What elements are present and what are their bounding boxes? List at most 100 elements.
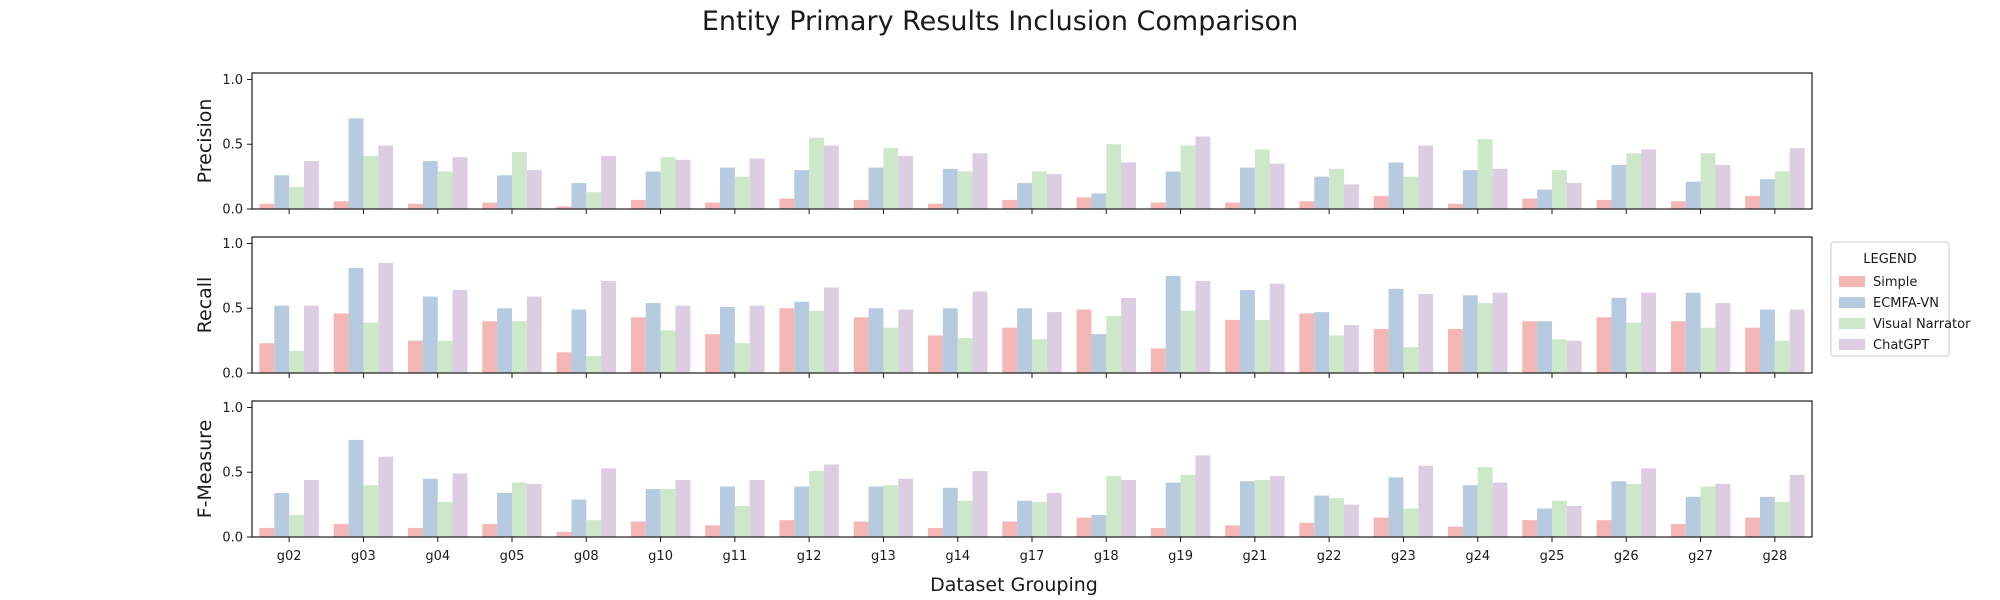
bar-chatgpt-g12 bbox=[824, 145, 839, 209]
bar-visual-narrator-g22 bbox=[1329, 335, 1344, 373]
bar-simple-g05 bbox=[482, 202, 498, 209]
bar-visual-narrator-g12 bbox=[809, 310, 824, 373]
bar-ecmfa-vn-g13 bbox=[868, 308, 884, 373]
bar-ecmfa-vn-g19 bbox=[1165, 275, 1181, 373]
bar-ecmfa-vn-g10 bbox=[645, 303, 661, 373]
bar-simple-g23 bbox=[1373, 328, 1389, 373]
bar-simple-g02 bbox=[259, 343, 275, 373]
x-tick-label: g12 bbox=[797, 549, 822, 564]
bar-visual-narrator-g27 bbox=[1700, 327, 1716, 373]
x-tick-label: g10 bbox=[648, 549, 673, 564]
bar-ecmfa-vn-g13 bbox=[868, 486, 884, 537]
bar-visual-narrator-g18 bbox=[1106, 476, 1122, 537]
bar-simple-g26 bbox=[1596, 520, 1612, 537]
bar-visual-narrator-g04 bbox=[437, 171, 453, 209]
bar-visual-narrator-g26 bbox=[1626, 153, 1642, 209]
bar-chatgpt-g23 bbox=[1418, 293, 1434, 373]
bar-visual-narrator-g24 bbox=[1477, 303, 1493, 373]
bar-chatgpt-g25 bbox=[1566, 340, 1582, 373]
bar-visual-narrator-g05 bbox=[512, 152, 527, 209]
bar-ecmfa-vn-g11 bbox=[720, 306, 735, 373]
bar-chatgpt-g18 bbox=[1121, 297, 1136, 373]
bar-visual-narrator-g08 bbox=[586, 520, 602, 537]
bar-chatgpt-g13 bbox=[898, 155, 914, 209]
bar-simple-g11 bbox=[705, 525, 720, 537]
bar-simple-g19 bbox=[1150, 527, 1166, 537]
x-tick-label: g08 bbox=[574, 549, 599, 564]
bar-simple-g08 bbox=[556, 531, 572, 537]
bar-ecmfa-vn-g13 bbox=[868, 167, 884, 209]
x-tick-label: g25 bbox=[1540, 549, 1565, 564]
bar-simple-g24 bbox=[1448, 328, 1463, 373]
bar-visual-narrator-g24 bbox=[1477, 139, 1493, 209]
bar-visual-narrator-g12 bbox=[809, 137, 824, 209]
bar-visual-narrator-g03 bbox=[363, 322, 379, 373]
bar-ecmfa-vn-g25 bbox=[1537, 189, 1552, 209]
bar-chatgpt-g12 bbox=[824, 287, 839, 373]
bar-ecmfa-vn-g03 bbox=[348, 118, 364, 209]
bar-simple-g12 bbox=[779, 520, 795, 537]
bar-visual-narrator-g18 bbox=[1106, 144, 1122, 209]
bar-chatgpt-g26 bbox=[1641, 468, 1656, 537]
bar-visual-narrator-g02 bbox=[289, 514, 304, 537]
bar-chatgpt-g23 bbox=[1418, 465, 1434, 537]
legend-entry-ecmfa-vn: ECMFA-VN bbox=[1873, 296, 1939, 311]
panel-recall: 0.0 0.5 1.0 Recall bbox=[194, 236, 1813, 382]
bar-visual-narrator-g13 bbox=[883, 327, 899, 373]
bar-chatgpt-g03 bbox=[378, 456, 394, 537]
bar-chatgpt-g23 bbox=[1418, 145, 1434, 209]
bar-visual-narrator-g05 bbox=[512, 482, 527, 537]
bar-chatgpt-g19 bbox=[1195, 281, 1211, 373]
bar-simple-g26 bbox=[1596, 317, 1612, 373]
y-tick-label: 1.0 bbox=[222, 73, 243, 88]
bar-ecmfa-vn-g21 bbox=[1240, 481, 1255, 537]
bar-simple-g08 bbox=[556, 206, 572, 209]
bar-chatgpt-g22 bbox=[1344, 504, 1359, 537]
bar-simple-g13 bbox=[853, 199, 869, 209]
x-tick-label: g23 bbox=[1391, 549, 1416, 564]
y-tick-label: 0.5 bbox=[222, 138, 243, 153]
bar-simple-g22 bbox=[1299, 201, 1315, 209]
bar-visual-narrator-g10 bbox=[660, 330, 676, 373]
bar-ecmfa-vn-g23 bbox=[1388, 162, 1404, 209]
bar-visual-narrator-g27 bbox=[1700, 153, 1716, 209]
bar-ecmfa-vn-g10 bbox=[645, 171, 661, 209]
bar-visual-narrator-g08 bbox=[586, 192, 602, 209]
bar-simple-g17 bbox=[1002, 327, 1018, 373]
bar-chatgpt-g10 bbox=[675, 159, 691, 209]
bar-chatgpt-g11 bbox=[749, 480, 765, 537]
bar-chatgpt-g17 bbox=[1046, 174, 1062, 209]
bar-visual-narrator-g14 bbox=[957, 500, 973, 537]
y-tick-label: 0.0 bbox=[222, 367, 243, 382]
bar-chatgpt-g14 bbox=[972, 470, 988, 537]
bar-visual-narrator-g21 bbox=[1254, 480, 1270, 537]
chart-panels: 0.0 0.5 1.0 Precision 0.0 0.5 1.0 Recall 0.0 0.5 1… bbox=[194, 72, 1813, 564]
bar-simple-g14 bbox=[928, 335, 943, 373]
bar-visual-narrator-g25 bbox=[1552, 500, 1567, 537]
x-tick-label: g18 bbox=[1094, 549, 1119, 564]
bar-chatgpt-g22 bbox=[1344, 325, 1359, 373]
bar-ecmfa-vn-g02 bbox=[274, 492, 290, 537]
bar-chatgpt-g05 bbox=[526, 296, 542, 373]
bar-ecmfa-vn-g21 bbox=[1240, 167, 1255, 209]
legend: LEGEND Simple ECMFA-VN Visual Narrator ChatG… bbox=[1830, 241, 1971, 357]
bar-chatgpt-g18 bbox=[1121, 162, 1136, 209]
bar-ecmfa-vn-g26 bbox=[1611, 297, 1627, 373]
bar-simple-g10 bbox=[630, 199, 646, 209]
bar-ecmfa-vn-g22 bbox=[1314, 176, 1330, 209]
bar-ecmfa-vn-g25 bbox=[1537, 321, 1552, 373]
bar-simple-g19 bbox=[1150, 202, 1166, 209]
x-tick-label: g26 bbox=[1614, 549, 1639, 564]
bar-simple-g08 bbox=[556, 352, 572, 373]
bar-visual-narrator-g17 bbox=[1032, 171, 1047, 209]
legend-entry-simple: Simple bbox=[1873, 275, 1917, 290]
bar-visual-narrator-g11 bbox=[734, 505, 750, 537]
y-tick-label: 1.0 bbox=[222, 237, 243, 252]
legend-entry-chatgpt: ChatGPT bbox=[1873, 338, 1929, 353]
bar-simple-g04 bbox=[408, 340, 423, 373]
bar-visual-narrator-g26 bbox=[1626, 483, 1642, 537]
bar-simple-g26 bbox=[1596, 199, 1612, 209]
legend-swatch-simple bbox=[1839, 276, 1865, 287]
bar-chatgpt-g10 bbox=[675, 480, 691, 537]
bar-visual-narrator-g21 bbox=[1254, 149, 1270, 209]
